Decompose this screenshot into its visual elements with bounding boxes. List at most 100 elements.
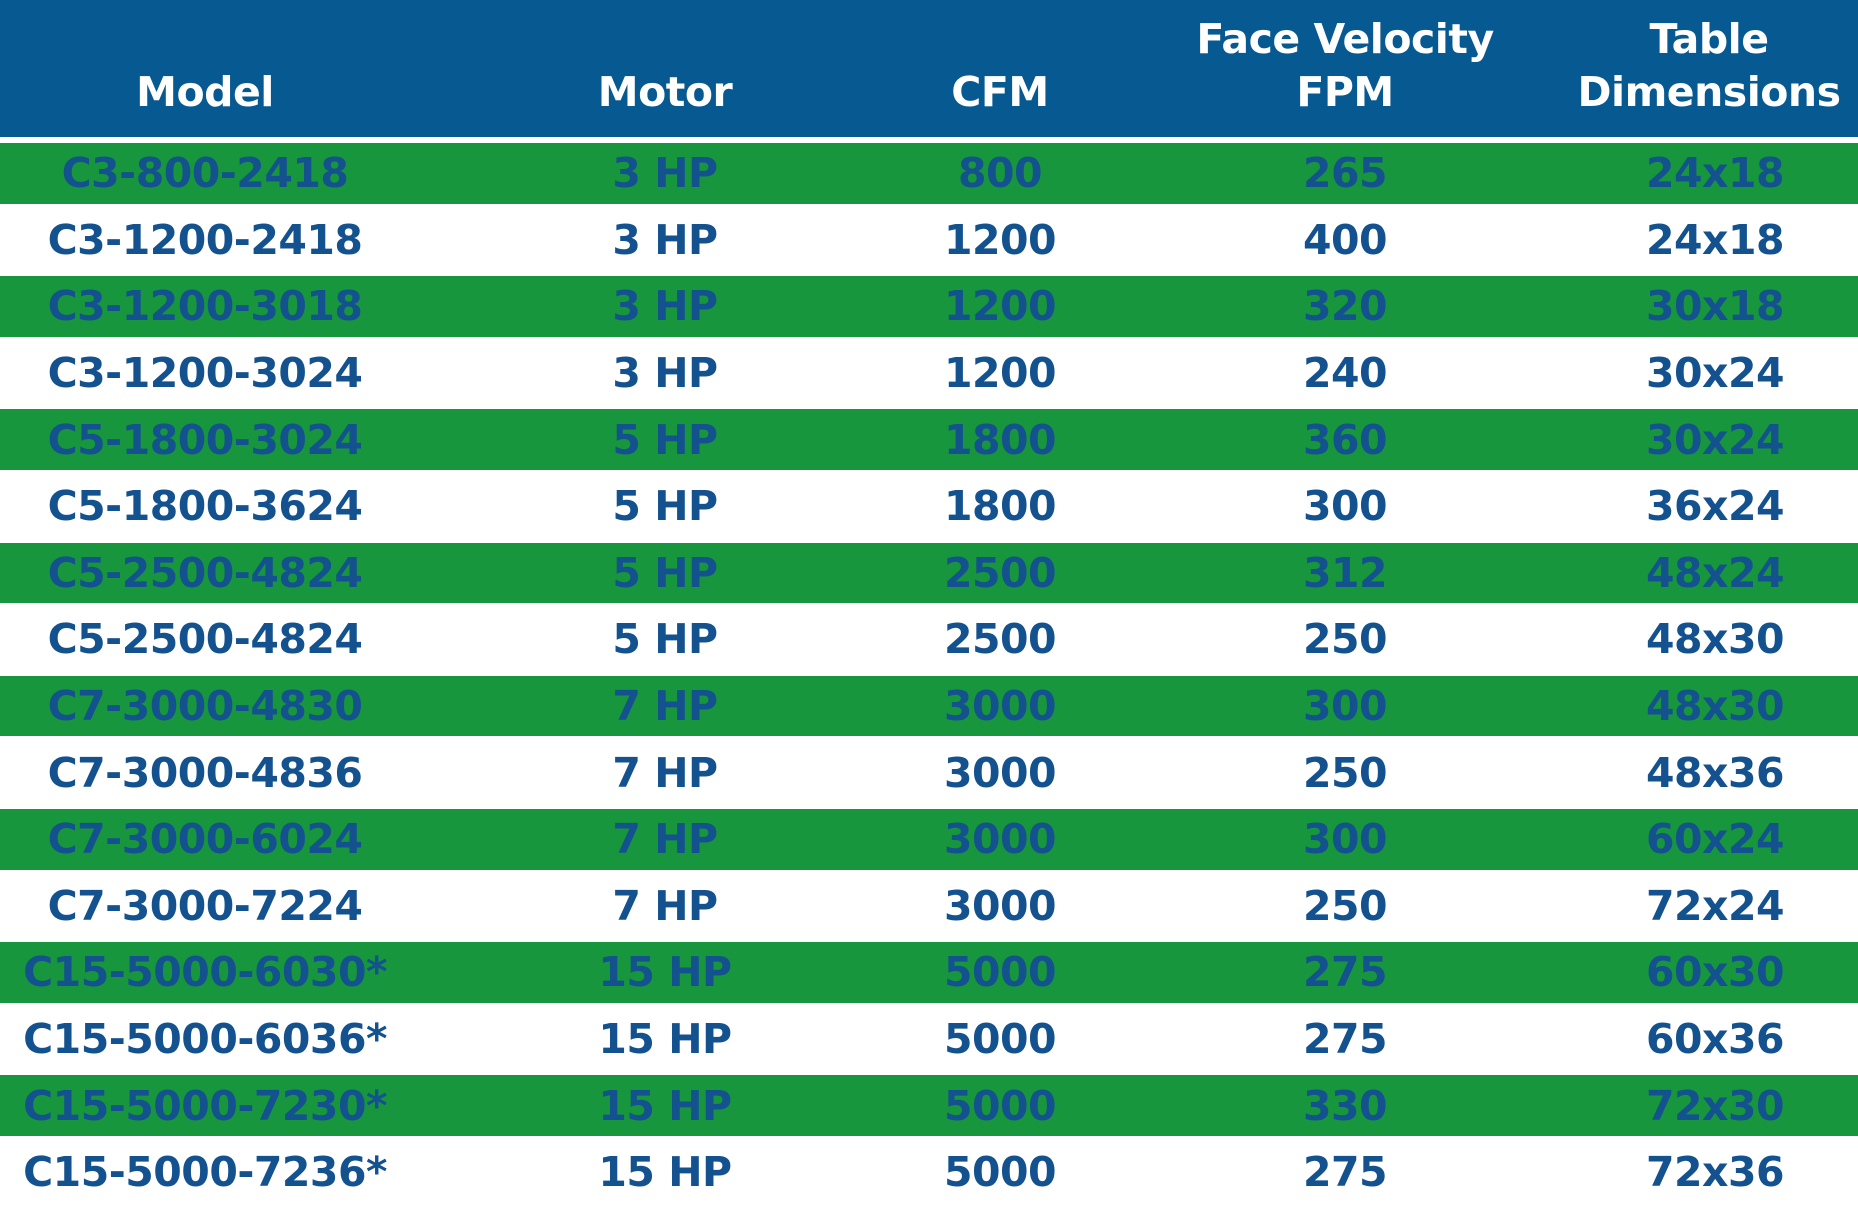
motor-cell: 3 HP <box>612 215 718 264</box>
dimensions-cell: 48x30 <box>1645 682 1785 731</box>
face-velocity-cell: 275 <box>1302 948 1388 997</box>
cfm-cell: 3000 <box>943 815 1057 864</box>
dimensions-cell: 72x36 <box>1645 1148 1785 1197</box>
header-cfm-label: CFM <box>951 68 1049 116</box>
table-row: C5-2500-4824 5 HP 2500 312 48x24 <box>0 539 1858 607</box>
face-velocity-cell: 265 <box>1302 149 1388 198</box>
table-row: C15-5000-6036* 15 HP 5000 275 60x36 <box>0 1005 1858 1073</box>
model-cell: C15-5000-7230* <box>23 1081 387 1130</box>
model-cell: C15-5000-6030* <box>23 948 387 997</box>
dimensions-cell: 36x24 <box>1645 482 1785 531</box>
model-cell: C5-1800-3024 <box>47 415 363 464</box>
cfm-cell: 1800 <box>943 415 1057 464</box>
table-row: C5-1800-3024 5 HP 1800 360 30x24 <box>0 406 1858 473</box>
dimensions-cell: 48x24 <box>1645 548 1785 597</box>
table-row: C3-1200-3024 3 HP 1200 240 30x24 <box>0 339 1858 407</box>
table-row: C3-800-2418 3 HP 800 265 24x18 <box>0 140 1858 207</box>
dimensions-cell: 48x30 <box>1645 615 1785 664</box>
model-cell: C5-2500-4824 <box>47 548 363 597</box>
table-row: C7-3000-7224 7 HP 3000 250 72x24 <box>0 872 1858 940</box>
table-row: C15-5000-7236* 15 HP 5000 275 72x36 <box>0 1138 1858 1206</box>
dimensions-cell: 60x24 <box>1645 815 1785 864</box>
model-cell: C15-5000-7236* <box>23 1148 387 1197</box>
dimensions-cell: 24x18 <box>1645 215 1785 264</box>
model-cell: C15-5000-6036* <box>23 1015 387 1064</box>
cfm-cell: 800 <box>957 149 1043 198</box>
header-table-dimensions: Table Dimensions <box>1560 13 1858 119</box>
cfm-cell: 3000 <box>943 881 1057 930</box>
motor-cell: 7 HP <box>612 881 718 930</box>
cfm-cell: 5000 <box>943 1015 1057 1064</box>
model-cell: C7-3000-7224 <box>47 881 363 930</box>
header-face-velocity-line1: Face Velocity <box>1196 15 1494 63</box>
model-cell: C3-800-2418 <box>61 149 349 198</box>
face-velocity-cell: 250 <box>1302 615 1388 664</box>
cfm-cell: 2500 <box>943 615 1057 664</box>
motor-cell: 3 HP <box>612 282 718 331</box>
motor-cell: 5 HP <box>612 482 718 531</box>
motor-cell: 5 HP <box>612 415 718 464</box>
dimensions-cell: 60x36 <box>1645 1015 1785 1064</box>
face-velocity-cell: 360 <box>1302 415 1388 464</box>
model-cell: C5-1800-3624 <box>47 482 363 531</box>
model-cell: C7-3000-4830 <box>47 682 363 731</box>
model-cell: C7-3000-6024 <box>47 815 363 864</box>
header-motor: Motor <box>560 66 770 119</box>
header-dimensions-line2: Dimensions <box>1577 68 1841 116</box>
table-row: C5-2500-4824 5 HP 2500 250 48x30 <box>0 606 1858 673</box>
cfm-cell: 1200 <box>943 349 1057 398</box>
face-velocity-cell: 300 <box>1302 482 1388 531</box>
dimensions-cell: 30x24 <box>1645 415 1785 464</box>
dimensions-cell: 60x30 <box>1645 948 1785 997</box>
motor-cell: 3 HP <box>612 349 718 398</box>
header-face-velocity-line2: FPM <box>1296 68 1394 116</box>
motor-cell: 15 HP <box>598 1148 732 1197</box>
motor-cell: 3 HP <box>612 149 718 198</box>
face-velocity-cell: 300 <box>1302 815 1388 864</box>
header-dimensions-line1: Table <box>1649 15 1769 63</box>
dimensions-cell: 72x24 <box>1645 881 1785 930</box>
table-row: C15-5000-7230* 15 HP 5000 330 72x30 <box>0 1072 1858 1139</box>
face-velocity-cell: 240 <box>1302 349 1388 398</box>
table-header: Model Motor CFM Face Velocity FPM Table … <box>0 0 1858 140</box>
header-face-velocity: Face Velocity FPM <box>1140 13 1550 119</box>
cfm-cell: 3000 <box>943 748 1057 797</box>
dimensions-cell: 48x36 <box>1645 748 1785 797</box>
model-cell: C3-1200-3024 <box>47 349 363 398</box>
model-cell: C5-2500-4824 <box>47 615 363 664</box>
face-velocity-cell: 400 <box>1302 215 1388 264</box>
cfm-cell: 2500 <box>943 548 1057 597</box>
table-row: C5-1800-3624 5 HP 1800 300 36x24 <box>0 472 1858 540</box>
header-motor-label: Motor <box>597 68 733 116</box>
cfm-cell: 5000 <box>943 948 1057 997</box>
face-velocity-cell: 275 <box>1302 1015 1388 1064</box>
cfm-cell: 3000 <box>943 682 1057 731</box>
motor-cell: 15 HP <box>598 1015 732 1064</box>
motor-cell: 5 HP <box>612 548 718 597</box>
cfm-cell: 1800 <box>943 482 1057 531</box>
dimensions-cell: 30x24 <box>1645 349 1785 398</box>
motor-cell: 15 HP <box>598 1081 732 1130</box>
face-velocity-cell: 300 <box>1302 682 1388 731</box>
table-row: C7-3000-4830 7 HP 3000 300 48x30 <box>0 672 1858 740</box>
table-row: C7-3000-6024 7 HP 3000 300 60x24 <box>0 805 1858 873</box>
table-row: C3-1200-2418 3 HP 1200 400 24x18 <box>0 206 1858 274</box>
header-model: Model <box>0 66 410 119</box>
face-velocity-cell: 312 <box>1302 548 1388 597</box>
cfm-cell: 1200 <box>943 215 1057 264</box>
cfm-cell: 1200 <box>943 282 1057 331</box>
dimensions-cell: 24x18 <box>1645 149 1785 198</box>
header-model-label: Model <box>136 68 274 116</box>
motor-cell: 15 HP <box>598 948 732 997</box>
dimensions-cell: 72x30 <box>1645 1081 1785 1130</box>
motor-cell: 7 HP <box>612 815 718 864</box>
model-cell: C3-1200-3018 <box>47 282 363 331</box>
model-cell: C3-1200-2418 <box>47 215 363 264</box>
face-velocity-cell: 250 <box>1302 748 1388 797</box>
motor-cell: 7 HP <box>612 748 718 797</box>
header-cfm: CFM <box>890 66 1110 119</box>
face-velocity-cell: 275 <box>1302 1148 1388 1197</box>
motor-cell: 7 HP <box>612 682 718 731</box>
table-row: C3-1200-3018 3 HP 1200 320 30x18 <box>0 273 1858 340</box>
